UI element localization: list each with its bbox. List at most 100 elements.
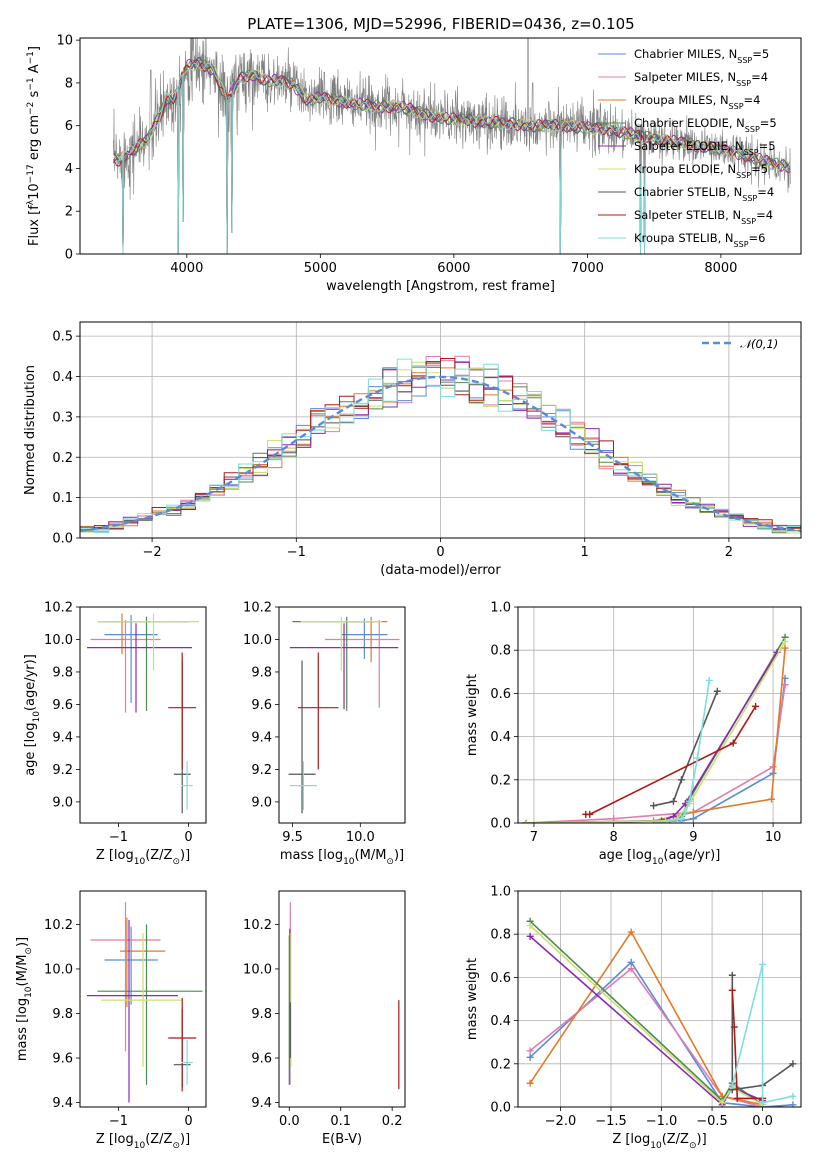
legend-sub: SSP [736, 171, 751, 180]
legend-name: Salpeter ELODIE, N [634, 139, 744, 153]
legend-sub: SSP [744, 148, 759, 157]
y-tick-label: 9.4 [251, 730, 272, 745]
x-axis-label-part: (Z/Z [145, 848, 172, 863]
plot-area [522, 633, 789, 823]
series-marker [759, 1099, 767, 1107]
y-tick-label: 10.0 [243, 962, 272, 977]
x-axis-label-part: ⊙ [172, 1141, 180, 1151]
plot-area [87, 613, 199, 814]
y-tick-label: 9.6 [251, 1052, 272, 1067]
series-marker [522, 819, 530, 823]
legend-entry: Salpeter MILES, NSSP=4 [634, 70, 768, 88]
legend-entry: Kroupa ELODIE, NSSP=5 [634, 162, 768, 180]
x-tick-label: 0.0 [752, 1114, 773, 1129]
y-tick-label: 10.0 [44, 962, 73, 977]
axes-frame [517, 606, 802, 824]
x-tick-label: 0 [436, 545, 444, 560]
legend-sub: SSP [734, 240, 749, 249]
x-tick-label: −1 [109, 1114, 128, 1129]
x-axis-label-part: Z [log [96, 848, 134, 863]
y-axis-label-part: (age/yr)] [23, 654, 38, 711]
y-tick-label: 9.2 [52, 763, 73, 778]
y-tick-label: 9.6 [52, 698, 73, 713]
legend-name: Chabrier STELIB, N [634, 185, 742, 199]
y-tick-label: 9.8 [52, 1007, 73, 1022]
y-tick-label: 0.8 [490, 644, 511, 659]
y-axis-label-part: −2 [26, 102, 36, 115]
x-tick-label: 6000 [437, 261, 470, 276]
x-tick-label: 2 [725, 545, 733, 560]
y-tick-label: 0.4 [490, 1014, 511, 1029]
axes-frame [278, 606, 406, 824]
x-axis-label-part: ⊙ [172, 857, 180, 867]
x-tick-label: 9.5 [282, 830, 303, 845]
panel-residuals: −2 −1 0 1 2 0.0 0.1 0.2 0.3 0.4 0.5 (data-model)/er… [23, 321, 802, 578]
series-marker [681, 808, 689, 816]
panel-age_vs_mass: 9.5 10.0 9.0 9.2 9.4 9.6 9.8 10.0 10.2 mass [log1… [243, 601, 406, 867]
y-axis-label: mass weight [465, 958, 480, 1040]
legend-entry: Chabrier STELIB, NSSP=4 [634, 185, 774, 203]
y-tick-label: 10.2 [44, 918, 73, 933]
series-marker [526, 932, 534, 940]
x-axis-label-part: )] [697, 1132, 707, 1147]
y-tick-label: 9.8 [251, 665, 272, 680]
x-axis-label-part: ⊙ [689, 1141, 697, 1151]
series-marker [677, 815, 685, 823]
legend-tail: =4 [757, 185, 774, 199]
x-tick-label: 0.2 [382, 1114, 403, 1129]
y-axis-label: age [log10(age/yr)] [23, 654, 42, 776]
series-marker [586, 810, 594, 818]
series-marker [526, 1053, 534, 1061]
axes-frame [79, 606, 207, 824]
y-axis-label-part: erg cm [27, 115, 42, 164]
y-tick-label: 6 [65, 119, 73, 134]
y-tick-label: 8 [65, 76, 73, 91]
y-tick-label: 0.2 [490, 773, 511, 788]
series-marker [728, 986, 736, 994]
series-marker [677, 776, 685, 784]
y-axis-label-part: s [27, 90, 42, 101]
x-tick-label: −1 [109, 830, 128, 845]
y-axis-label-part: ⊙ [24, 947, 34, 955]
y-tick-label: 0.2 [490, 1057, 511, 1072]
x-axis-label-part: (Z/Z [145, 1132, 172, 1147]
legend-entry: Salpeter ELODIE, NSSP=5 [634, 139, 776, 157]
series-marker [728, 971, 736, 979]
series-marker [693, 754, 701, 762]
x-axis-label: mass [log10(M/M⊙)] [280, 848, 404, 867]
x-axis-label-part: Z [log [612, 1132, 650, 1147]
series-marker [627, 958, 635, 966]
x-axis-label-part: ⊙ [386, 857, 394, 867]
series-marker [689, 808, 697, 816]
y-tick-label: 9.2 [251, 763, 272, 778]
x-tick-label: 9 [689, 830, 697, 845]
y-tick-label: 0.4 [52, 370, 73, 385]
x-axis-label-part: age [log [599, 848, 652, 863]
panel-mass_vs_ebv: 0.0 0.1 0.2 9.4 9.6 9.8 10.0 10.2 E(B-V) [243, 890, 406, 1147]
plot-area [113, 38, 791, 254]
panel-mass_vs_Z: −1 09.49.69.810.010.2Z [log10(Z/Z⊙)]mass … [15, 890, 207, 1151]
series-marker [526, 922, 534, 930]
legend-entry: Chabrier ELODIE, NSSP=5 [634, 116, 777, 134]
series-marker [752, 702, 760, 710]
legend-name: Kroupa MILES, N [634, 93, 729, 107]
x-axis-label: Z [log10(Z/Z⊙)] [96, 1132, 190, 1151]
x-tick-label: 0 [184, 1114, 192, 1129]
x-axis-label-part: 10 [134, 857, 146, 867]
y-axis-label: Normed distribution [23, 365, 38, 495]
panel-spectrum: 4000 5000 6000 7000 8000 0 2 4 6 8 10 wavelength [A… [26, 34, 802, 294]
y-tick-label: 9.0 [251, 795, 272, 810]
y-tick-label: 1.0 [490, 885, 511, 900]
x-tick-label: 0.0 [279, 1114, 300, 1129]
series-marker [730, 1023, 738, 1031]
y-tick-label: 0.6 [490, 687, 511, 702]
y-tick-label: 0.0 [490, 817, 511, 832]
x-axis-label-part: )] [180, 1132, 190, 1147]
y-axis-label: mass [log10(M/M⊙)] [15, 937, 34, 1061]
y-tick-label: 0.6 [490, 971, 511, 986]
legend-entry: Kroupa STELIB, NSSP=6 [634, 231, 765, 249]
axes-frame [79, 37, 802, 255]
y-tick-label: 0.8 [490, 928, 511, 943]
series-marker [526, 1047, 534, 1055]
